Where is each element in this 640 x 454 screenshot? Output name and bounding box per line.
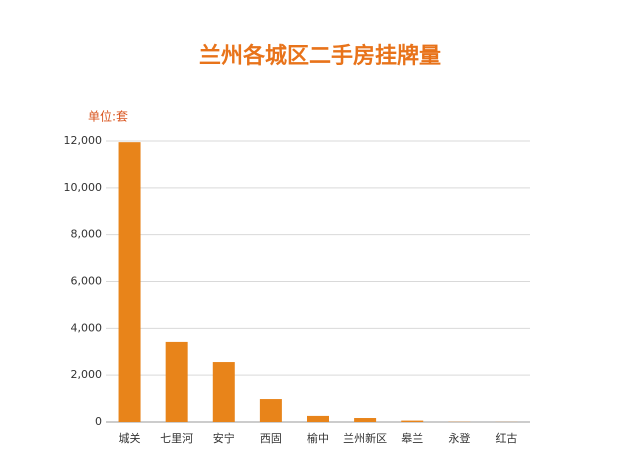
x-tick-label: 城关 <box>119 431 141 445</box>
y-tick-label: 6,000 <box>71 275 103 288</box>
bar <box>165 341 188 422</box>
x-tick-label: 兰州新区 <box>343 431 387 445</box>
y-tick-label: 0 <box>95 415 102 428</box>
x-tick-label: 七里河 <box>160 432 193 445</box>
bar <box>307 415 329 422</box>
bar <box>259 399 282 422</box>
y-tick-label: 12,000 <box>64 134 103 147</box>
chart-title: 兰州各城区二手房挂牌量 <box>199 43 441 69</box>
bar <box>118 142 141 422</box>
bar <box>354 418 377 422</box>
y-tick-label: 2,000 <box>71 368 103 381</box>
y-tick-label: 4,000 <box>71 321 103 334</box>
x-tick-label: 西固 <box>260 432 282 445</box>
bar <box>401 420 424 422</box>
unit-label: 单位:套 <box>88 109 128 124</box>
x-tick-label: 永登 <box>448 431 470 445</box>
x-tick-label: 安宁 <box>213 431 235 445</box>
x-tick-label: 红古 <box>495 432 517 445</box>
y-tick-label: 10,000 <box>64 181 103 194</box>
x-tick-label: 皋兰 <box>401 431 423 445</box>
x-tick-label: 榆中 <box>307 431 329 445</box>
y-tick-label: 8,000 <box>71 228 103 241</box>
bar <box>212 362 235 422</box>
